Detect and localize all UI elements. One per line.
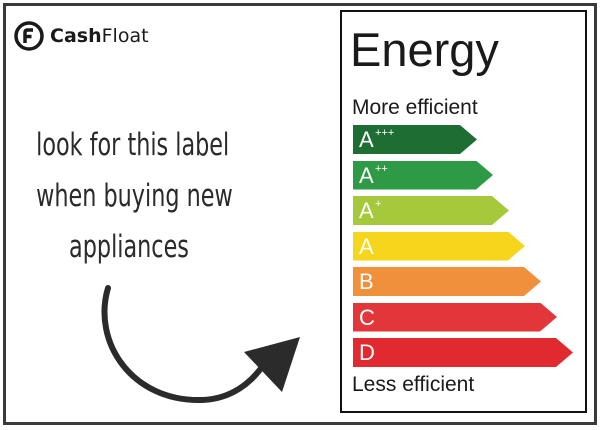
energy-class-bar: A + [353, 196, 509, 225]
energy-class-plus: ++ [375, 162, 388, 175]
brand-name: CashFloat [50, 25, 149, 47]
energy-label: Energy More efficient A +++ A ++ A + A B C D Less… [340, 10, 587, 413]
energy-class-bar: A +++ [353, 125, 477, 154]
curved-arrow-icon [101, 285, 300, 404]
energy-class-bar: A [353, 232, 525, 261]
hint-line: look for this label [36, 127, 230, 163]
efficiency-scale: A +++ A ++ A + A B C D [353, 12, 578, 411]
energy-class-letter: A [359, 162, 374, 188]
energy-class-letter: A [359, 198, 374, 223]
energy-class-bar: A ++ [353, 161, 493, 190]
hint-text: look for this label when buying new appl… [36, 120, 233, 273]
cashfloat-logo-icon [14, 21, 44, 51]
energy-class-letter: B [359, 269, 374, 294]
brand-logo: CashFloat [14, 20, 149, 52]
energy-label-title: Energy [350, 23, 499, 76]
energy-class-letter: D [359, 340, 375, 365]
energy-class-plus: + [375, 198, 382, 210]
energy-class-letter: A [359, 127, 374, 152]
hint-line: appliances [69, 229, 189, 265]
hint-line: when buying new [36, 178, 233, 214]
less-efficient-caption: Less efficient [352, 373, 475, 396]
energy-class-bar: B [353, 267, 541, 296]
energy-class-letter: A [359, 233, 374, 259]
energy-class-bar: C [353, 303, 557, 332]
brand-name-bold: Cash [50, 25, 102, 47]
more-efficient-caption: More efficient [352, 96, 478, 119]
energy-class-bar: D [353, 338, 573, 367]
energy-class-plus: +++ [375, 127, 395, 139]
brand-name-light: Float [101, 25, 149, 47]
energy-class-letter: C [359, 304, 375, 330]
